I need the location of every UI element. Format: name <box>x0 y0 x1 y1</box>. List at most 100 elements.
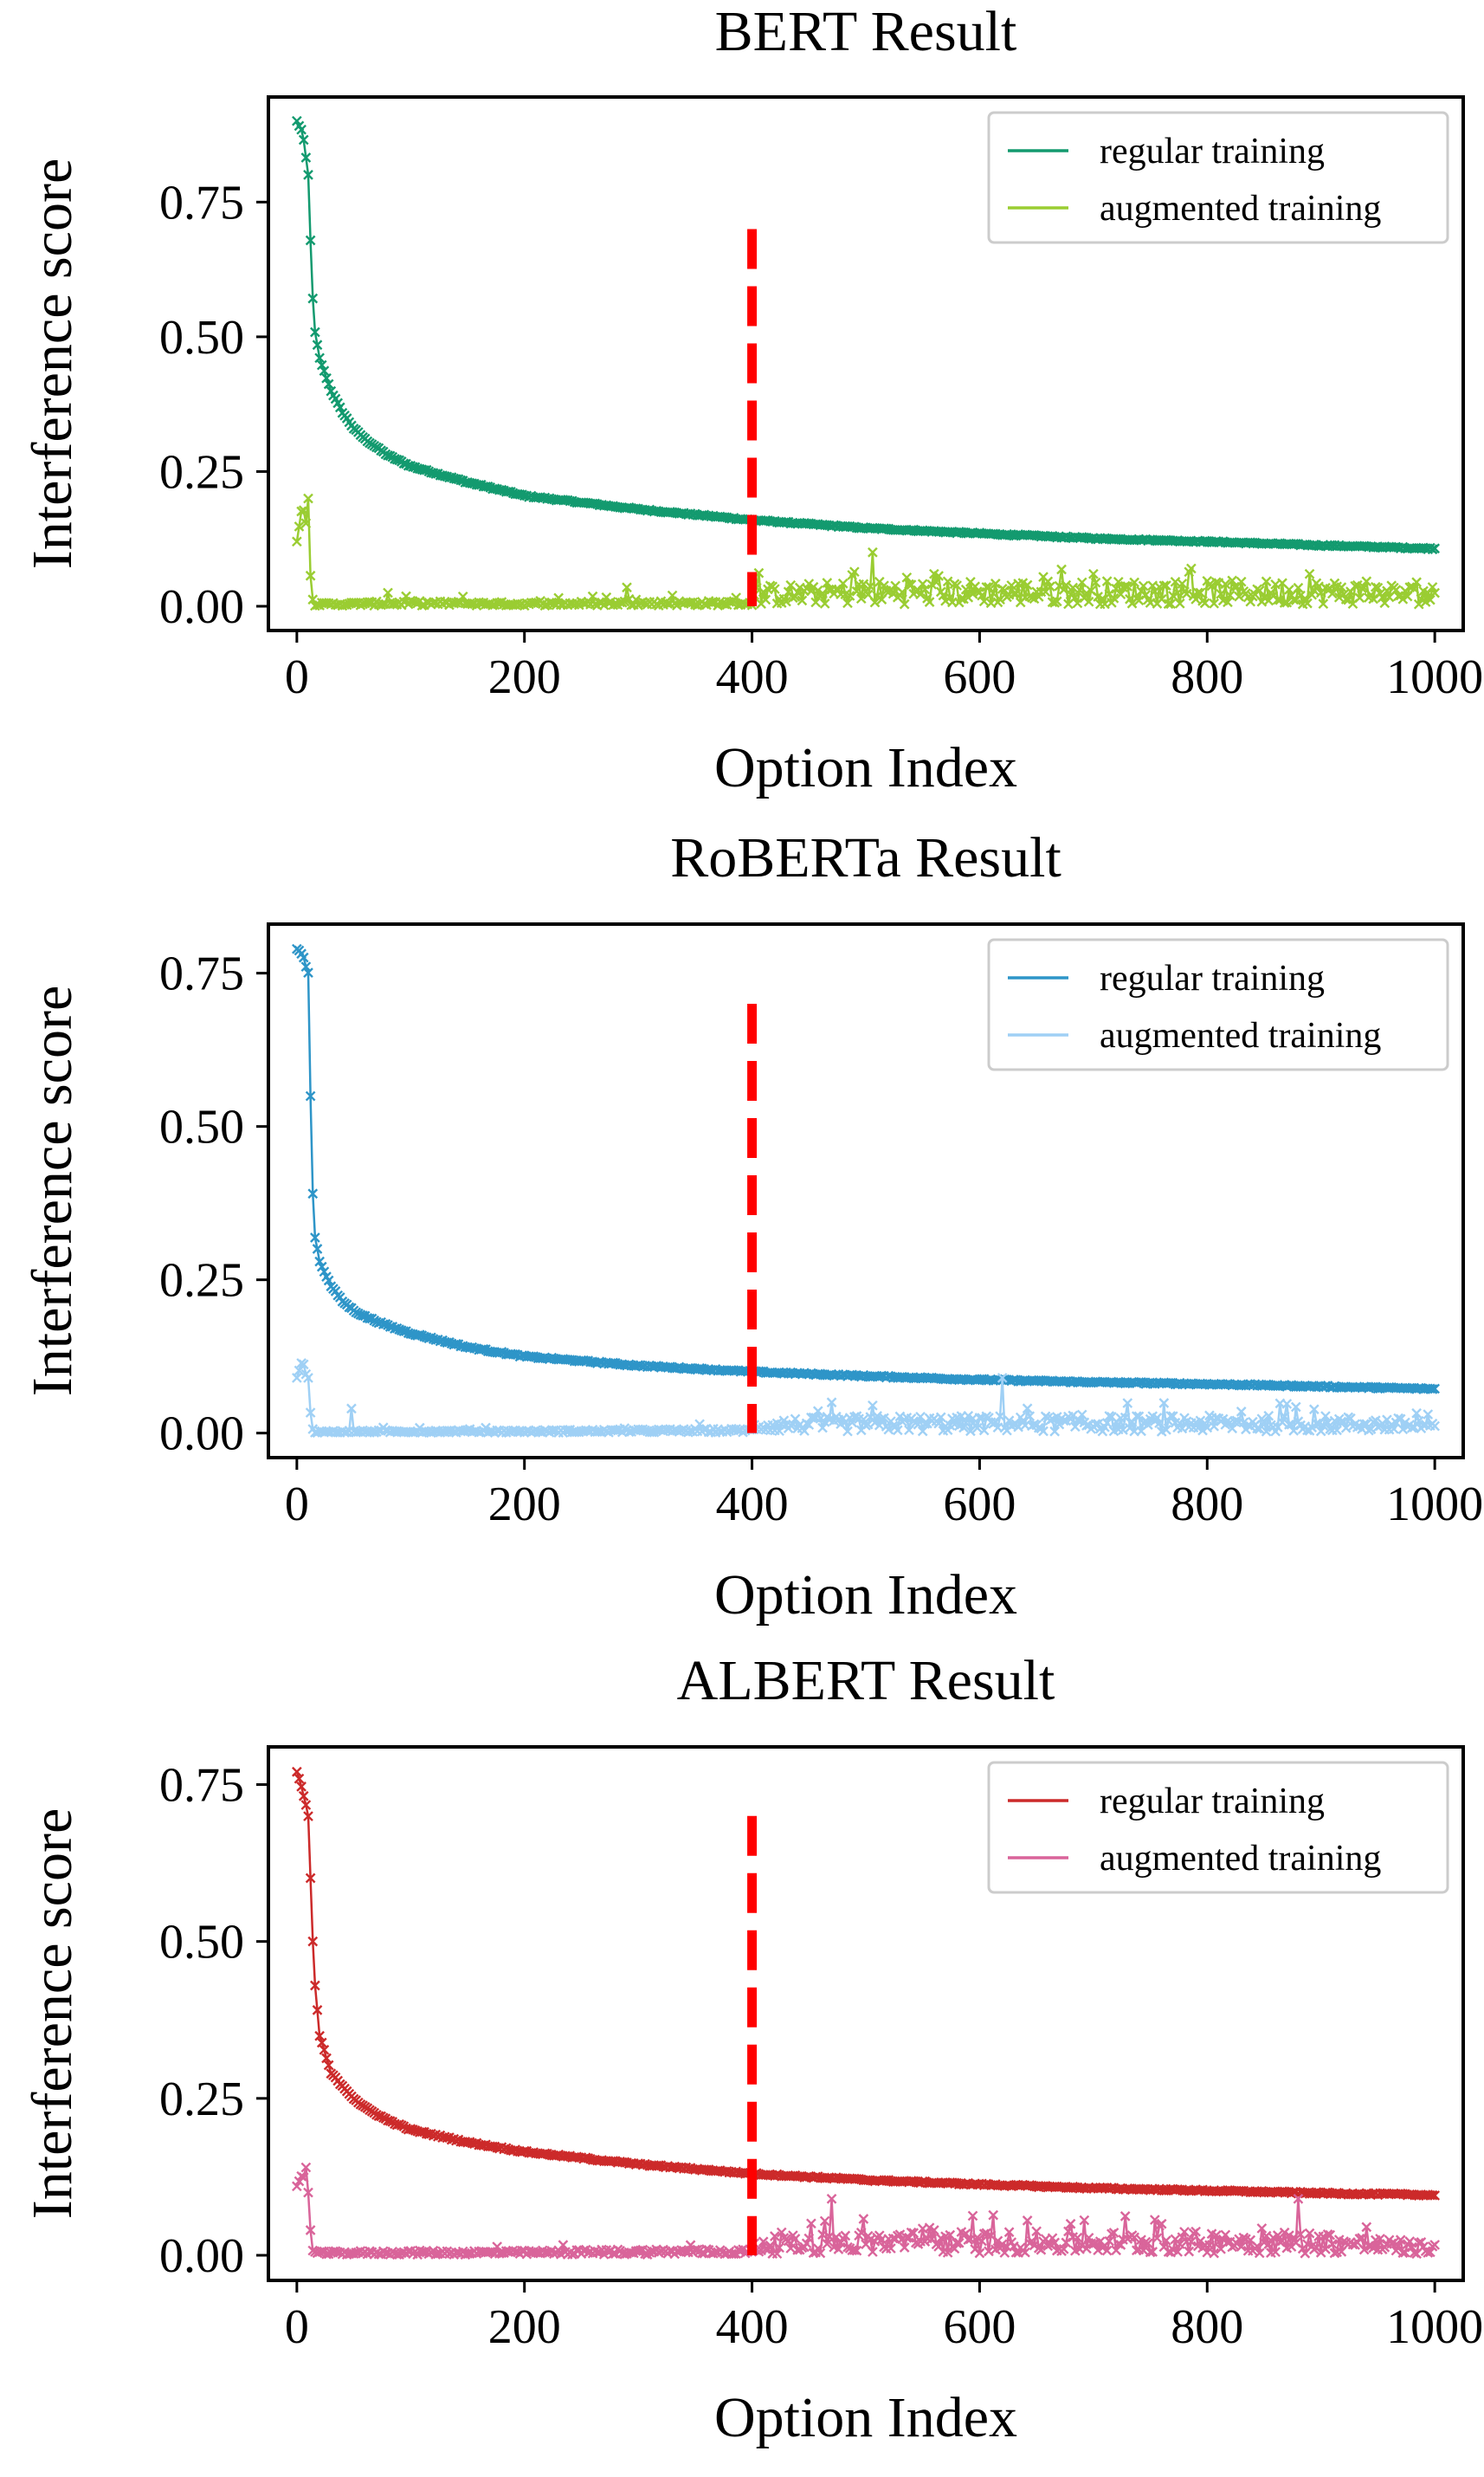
data-point <box>963 2234 974 2245</box>
data-point <box>1427 2189 1438 2201</box>
data-point <box>305 1407 316 1418</box>
data-point <box>1020 2247 1030 2258</box>
data-point <box>1429 1383 1440 1394</box>
data-point <box>819 2215 830 2227</box>
y-tick-label: 0.25 <box>159 1254 244 1308</box>
chart-panel-2: RoBERTa Result 0 200 400 600 800 1000 0.00 0.25 0… <box>21 826 1483 1627</box>
series-regular <box>292 1766 1440 2202</box>
data-point <box>855 2228 867 2238</box>
data-point <box>1429 543 1440 554</box>
data-point <box>319 365 330 377</box>
series-regular <box>292 115 1440 555</box>
data-point <box>323 2060 334 2071</box>
data-point <box>984 582 994 592</box>
data-point <box>1143 2238 1153 2249</box>
data-point <box>1311 1418 1322 1429</box>
data-point <box>1161 1425 1171 1435</box>
data-point <box>1158 580 1170 592</box>
data-point <box>849 2245 860 2255</box>
data-point <box>1119 2210 1131 2222</box>
data-point <box>812 1406 823 1417</box>
data-point <box>305 1090 316 1102</box>
y-tick-label: 0.75 <box>159 176 244 230</box>
chart-title: RoBERTa Result <box>670 826 1061 889</box>
x-tick-label: 600 <box>943 650 1016 704</box>
axes-frame <box>267 1745 1465 2282</box>
data-point <box>1165 598 1177 610</box>
data-point <box>1397 1424 1409 1435</box>
data-point <box>1210 577 1222 588</box>
data-point <box>908 2228 919 2239</box>
data-point <box>933 571 944 581</box>
data-point <box>296 1782 306 1792</box>
data-point <box>323 378 334 390</box>
plot-area <box>292 115 1440 611</box>
data-point <box>1295 2228 1306 2240</box>
series-augmented <box>292 1358 1440 1439</box>
data-point <box>849 566 860 578</box>
data-point <box>868 1400 878 1411</box>
data-point <box>901 572 913 583</box>
data-point <box>1220 2229 1231 2241</box>
series-augmented <box>292 493 1440 611</box>
data-point <box>1245 596 1256 607</box>
data-point <box>1395 2234 1406 2246</box>
data-point <box>1290 1401 1301 1413</box>
data-point <box>1293 2193 1304 2204</box>
data-point <box>1327 2239 1338 2249</box>
data-point <box>1429 1420 1440 1432</box>
data-point <box>1133 1411 1145 1422</box>
data-point <box>1236 1407 1247 1417</box>
data-point <box>294 521 305 532</box>
data-point <box>1042 576 1054 587</box>
data-point <box>868 546 878 558</box>
x-tick-label: 0 <box>285 1478 309 1531</box>
data-point <box>1254 1424 1265 1434</box>
data-point <box>1199 598 1210 609</box>
data-point <box>1284 585 1294 595</box>
data-point <box>1209 598 1220 609</box>
data-point <box>1076 577 1087 588</box>
x-tick-label: 1000 <box>1386 650 1483 704</box>
data-point <box>1318 1420 1329 1431</box>
data-point <box>316 1261 327 1272</box>
chart-panel-3: ALBERT Result 0 200 400 600 800 1000 0.00 0.25 0.… <box>21 1649 1483 2449</box>
data-point <box>1101 1418 1113 1428</box>
data-point <box>316 2246 327 2257</box>
data-point <box>812 585 823 596</box>
data-point <box>999 2247 1010 2258</box>
data-point <box>310 1232 320 1243</box>
legend-label: augmented training <box>1100 189 1381 229</box>
data-point <box>298 1790 309 1801</box>
data-point <box>952 580 962 591</box>
x-axis-label: Option Index <box>714 736 1017 799</box>
data-point <box>1209 2247 1220 2259</box>
data-point <box>1320 1411 1331 1421</box>
data-point <box>1108 2228 1119 2238</box>
data-point <box>1322 2229 1333 2240</box>
data-point <box>300 961 312 973</box>
data-point <box>1179 2227 1190 2237</box>
data-point <box>1336 1416 1347 1427</box>
data-point <box>1407 2241 1417 2253</box>
x-tick-label: 200 <box>488 650 561 704</box>
data-point <box>1279 1411 1290 1422</box>
data-point <box>553 592 564 604</box>
data-point <box>1170 576 1181 587</box>
data-point <box>1204 2240 1215 2251</box>
data-point <box>822 578 833 588</box>
legend-label: augmented training <box>1100 1016 1381 1056</box>
data-point <box>1029 2240 1040 2251</box>
axes-frame <box>267 95 1465 632</box>
data-point <box>1009 588 1019 599</box>
data-point <box>1168 591 1178 601</box>
data-point <box>321 2053 332 2064</box>
data-point <box>1293 582 1304 593</box>
data-point <box>312 2005 323 2015</box>
data-point <box>1051 596 1062 607</box>
data-point <box>1365 1424 1377 1434</box>
data-point <box>1236 576 1247 587</box>
data-point <box>842 598 853 609</box>
legend: regular training augmented training <box>987 111 1449 244</box>
data-point <box>1261 1426 1272 1437</box>
